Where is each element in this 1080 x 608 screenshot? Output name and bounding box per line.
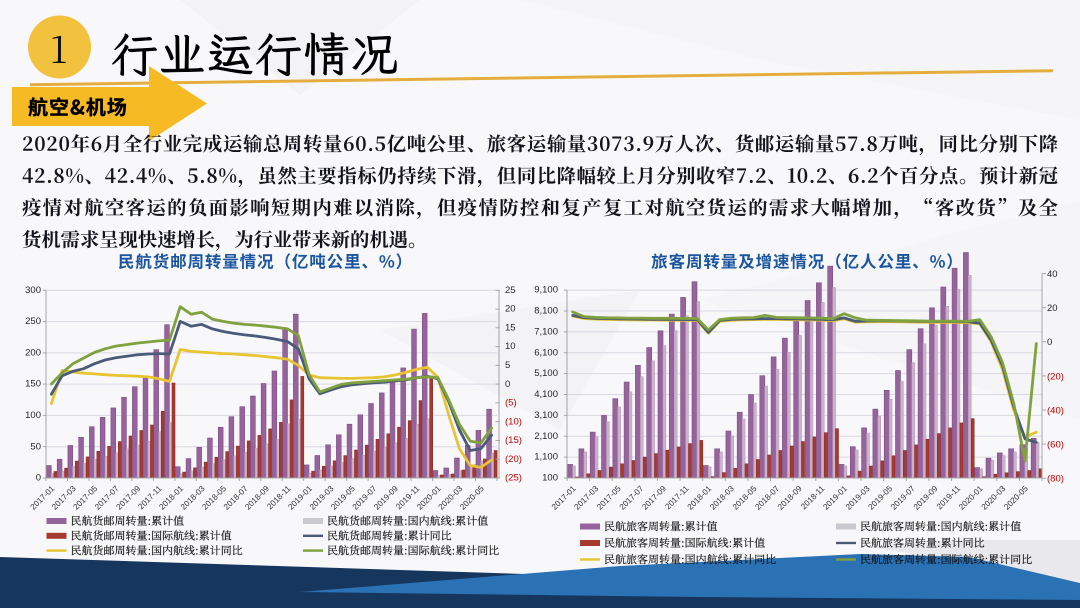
svg-text:150: 150	[25, 379, 41, 390]
svg-text:(15): (15)	[505, 435, 522, 446]
svg-text:300: 300	[25, 285, 41, 296]
svg-text:50: 50	[30, 441, 41, 452]
svg-text:(5): (5)	[505, 398, 517, 409]
svg-text:10: 10	[505, 341, 516, 352]
svg-text:0: 0	[1047, 337, 1052, 348]
svg-text:9,100: 9,100	[534, 285, 558, 296]
svg-text:1,100: 1,100	[534, 452, 558, 463]
svg-text:0: 0	[36, 473, 41, 484]
svg-text:2,100: 2,100	[534, 431, 558, 442]
svg-text:(60): (60)	[1047, 440, 1064, 451]
svg-text:5: 5	[505, 360, 510, 371]
svg-text:5,100: 5,100	[534, 368, 558, 379]
svg-text:15: 15	[505, 322, 516, 333]
svg-text:200: 200	[25, 348, 41, 359]
svg-text:20: 20	[505, 304, 516, 315]
svg-text:250: 250	[25, 316, 41, 327]
svg-text:40: 40	[1047, 269, 1058, 280]
svg-text:(80): (80)	[1047, 474, 1064, 485]
svg-text:0: 0	[505, 379, 510, 390]
svg-text:(20): (20)	[505, 454, 522, 465]
svg-text:100: 100	[542, 473, 558, 484]
svg-text:4,100: 4,100	[534, 389, 558, 400]
svg-text:(40): (40)	[1047, 405, 1064, 416]
svg-text:3,100: 3,100	[534, 410, 558, 421]
svg-text:(20): (20)	[1047, 371, 1064, 382]
svg-text:(25): (25)	[505, 473, 522, 484]
svg-text:20: 20	[1047, 303, 1058, 314]
svg-text:6,100: 6,100	[534, 347, 558, 358]
svg-text:7,100: 7,100	[534, 327, 558, 338]
svg-text:8,100: 8,100	[534, 306, 558, 317]
svg-text:(10): (10)	[505, 416, 522, 427]
svg-text:100: 100	[25, 410, 41, 421]
svg-text:25: 25	[505, 285, 516, 296]
